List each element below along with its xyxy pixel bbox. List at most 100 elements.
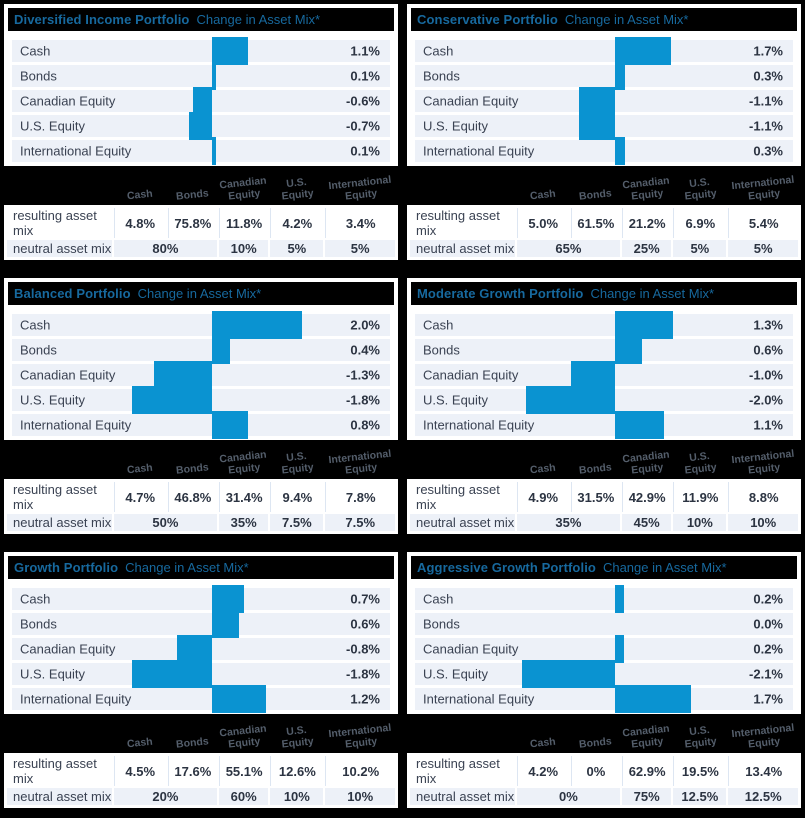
resulting-cash: 4.7% <box>113 482 166 512</box>
panel-subtitle: Change in Asset Mix* <box>564 12 689 27</box>
change-bar <box>615 685 692 713</box>
resulting-bonds: 46.8% <box>167 482 217 512</box>
change-value: 1.2% <box>350 691 380 707</box>
resulting-international-equity: 10.2% <box>325 756 395 786</box>
category-label: Cash <box>20 43 51 59</box>
neutral-asset-mix-row: neutral asset mix 35% 45% 10% 10% <box>410 514 798 531</box>
chart-row-us-equity: U.S. Equity -2.0% <box>415 386 793 414</box>
neutral-cash-bonds: 50% <box>113 514 217 531</box>
neutral-cash-bonds: 80% <box>113 240 217 257</box>
neutral-asset-mix-row: neutral asset mix 20% 60% 10% 10% <box>7 788 395 805</box>
chart-row-bonds: Bonds 0.1% <box>12 62 390 90</box>
resulting-cash: 5.0% <box>516 208 569 238</box>
panel-subtitle: Change in Asset Mix* <box>137 286 262 301</box>
change-bar <box>212 585 244 613</box>
neutral-us-equity: 10% <box>673 514 727 531</box>
resulting-international-equity: 5.4% <box>728 208 798 238</box>
neutral-asset-mix-row: neutral asset mix 65% 25% 5% 5% <box>410 240 798 257</box>
change-value: -1.1% <box>749 93 783 109</box>
category-label: U.S. Equity <box>423 392 489 408</box>
asset-mix-table: resulting asset mix 4.2% 0% 62.9% 19.5% … <box>407 753 801 808</box>
chart-row-international-equity: International Equity 1.1% <box>415 411 793 439</box>
change-value: 0.8% <box>350 417 380 433</box>
category-label: Bonds <box>20 616 57 632</box>
chart-card: Moderate Growth Portfolio Change in Asse… <box>407 278 801 440</box>
change-value: -0.6% <box>346 93 380 109</box>
category-label: Canadian Equity <box>20 367 116 383</box>
change-bar <box>131 660 213 688</box>
change-bar <box>189 112 213 140</box>
resulting-asset-mix-row: resulting asset mix 4.5% 17.6% 55.1% 12.… <box>7 756 395 786</box>
category-label: Cash <box>423 591 454 607</box>
resulting-canadian-equity: 21.2% <box>622 208 672 238</box>
change-bar <box>192 87 213 115</box>
chart-card: Balanced Portfolio Change in Asset Mix* … <box>4 278 398 440</box>
table-column-headers: Cash Bonds Canadian Equity U.S. Equity I… <box>407 440 801 479</box>
change-value: -1.8% <box>346 666 380 682</box>
category-label: Cash <box>423 317 454 333</box>
panel-title: Balanced Portfolio <box>14 286 131 301</box>
change-value: 1.3% <box>753 317 783 333</box>
change-value: 0.1% <box>350 68 380 84</box>
change-value: 0.4% <box>350 342 380 358</box>
table-column-headers: Cash Bonds Canadian Equity U.S. Equity I… <box>4 166 398 205</box>
column-header-bonds: Bonds <box>578 187 613 203</box>
chart-row-cash: Cash 0.2% <box>415 585 793 613</box>
panel-header: Diversified Income Portfolio Change in A… <box>8 8 394 31</box>
change-bar <box>154 361 213 389</box>
change-bar <box>521 660 616 688</box>
change-bar-chart: Cash 2.0% Bonds 0.4% Canadian Equity -1.… <box>8 311 394 439</box>
category-label: Bonds <box>423 68 460 84</box>
chart-card: Aggressive Growth Portfolio Change in As… <box>407 552 801 714</box>
column-header-canadian-equity: Canadian Equity <box>621 722 671 751</box>
category-label: U.S. Equity <box>20 118 86 134</box>
change-bar <box>212 137 216 165</box>
category-label: U.S. Equity <box>20 392 86 408</box>
chart-row-bonds: Bonds 0.6% <box>415 336 793 364</box>
category-label: Bonds <box>423 342 460 358</box>
change-bar <box>176 635 213 663</box>
change-bar <box>615 336 643 364</box>
resulting-cash: 4.5% <box>113 756 166 786</box>
chart-row-cash: Cash 0.7% <box>12 585 390 613</box>
category-label: International Equity <box>20 143 132 159</box>
category-label: U.S. Equity <box>20 666 86 682</box>
change-bar <box>615 137 626 165</box>
category-label: Canadian Equity <box>20 641 116 657</box>
resulting-us-equity: 4.2% <box>270 208 324 238</box>
chart-row-cash: Cash 1.7% <box>415 37 793 65</box>
resulting-bonds: 31.5% <box>570 482 620 512</box>
column-header-us-equity: U.S. Equity <box>280 175 315 203</box>
column-header-us-equity: U.S. Equity <box>683 723 718 751</box>
panel-subtitle: Change in Asset Mix* <box>602 560 727 575</box>
change-value: -2.0% <box>749 392 783 408</box>
chart-row-us-equity: U.S. Equity -0.7% <box>12 112 390 140</box>
chart-row-international-equity: International Equity 1.7% <box>415 685 793 713</box>
row-label: resulting asset mix <box>410 208 515 238</box>
row-label: resulting asset mix <box>410 482 515 512</box>
row-label: resulting asset mix <box>410 756 515 786</box>
change-value: -0.7% <box>346 118 380 134</box>
change-value: 1.7% <box>753 691 783 707</box>
column-header-bonds: Bonds <box>578 735 613 751</box>
change-value: 0.2% <box>753 591 783 607</box>
chart-row-canadian-equity: Canadian Equity -1.1% <box>415 87 793 115</box>
resulting-us-equity: 19.5% <box>673 756 727 786</box>
row-label: neutral asset mix <box>410 514 515 531</box>
column-header-canadian-equity: Canadian Equity <box>621 174 671 203</box>
resulting-bonds: 61.5% <box>570 208 620 238</box>
resulting-international-equity: 13.4% <box>728 756 798 786</box>
change-bar <box>131 386 213 414</box>
resulting-asset-mix-row: resulting asset mix 5.0% 61.5% 21.2% 6.9… <box>410 208 798 238</box>
chart-row-canadian-equity: Canadian Equity -0.6% <box>12 87 390 115</box>
change-value: -1.1% <box>749 118 783 134</box>
neutral-international-equity: 5% <box>728 240 798 257</box>
chart-row-bonds: Bonds 0.3% <box>415 62 793 90</box>
resulting-bonds: 0% <box>570 756 620 786</box>
panel-title: Conservative Portfolio <box>417 12 558 27</box>
column-header-international-equity: International Equity <box>327 721 392 751</box>
panel-title: Moderate Growth Portfolio <box>417 286 584 301</box>
neutral-international-equity: 5% <box>325 240 395 257</box>
resulting-us-equity: 6.9% <box>673 208 727 238</box>
table-column-headers: Cash Bonds Canadian Equity U.S. Equity I… <box>4 714 398 753</box>
